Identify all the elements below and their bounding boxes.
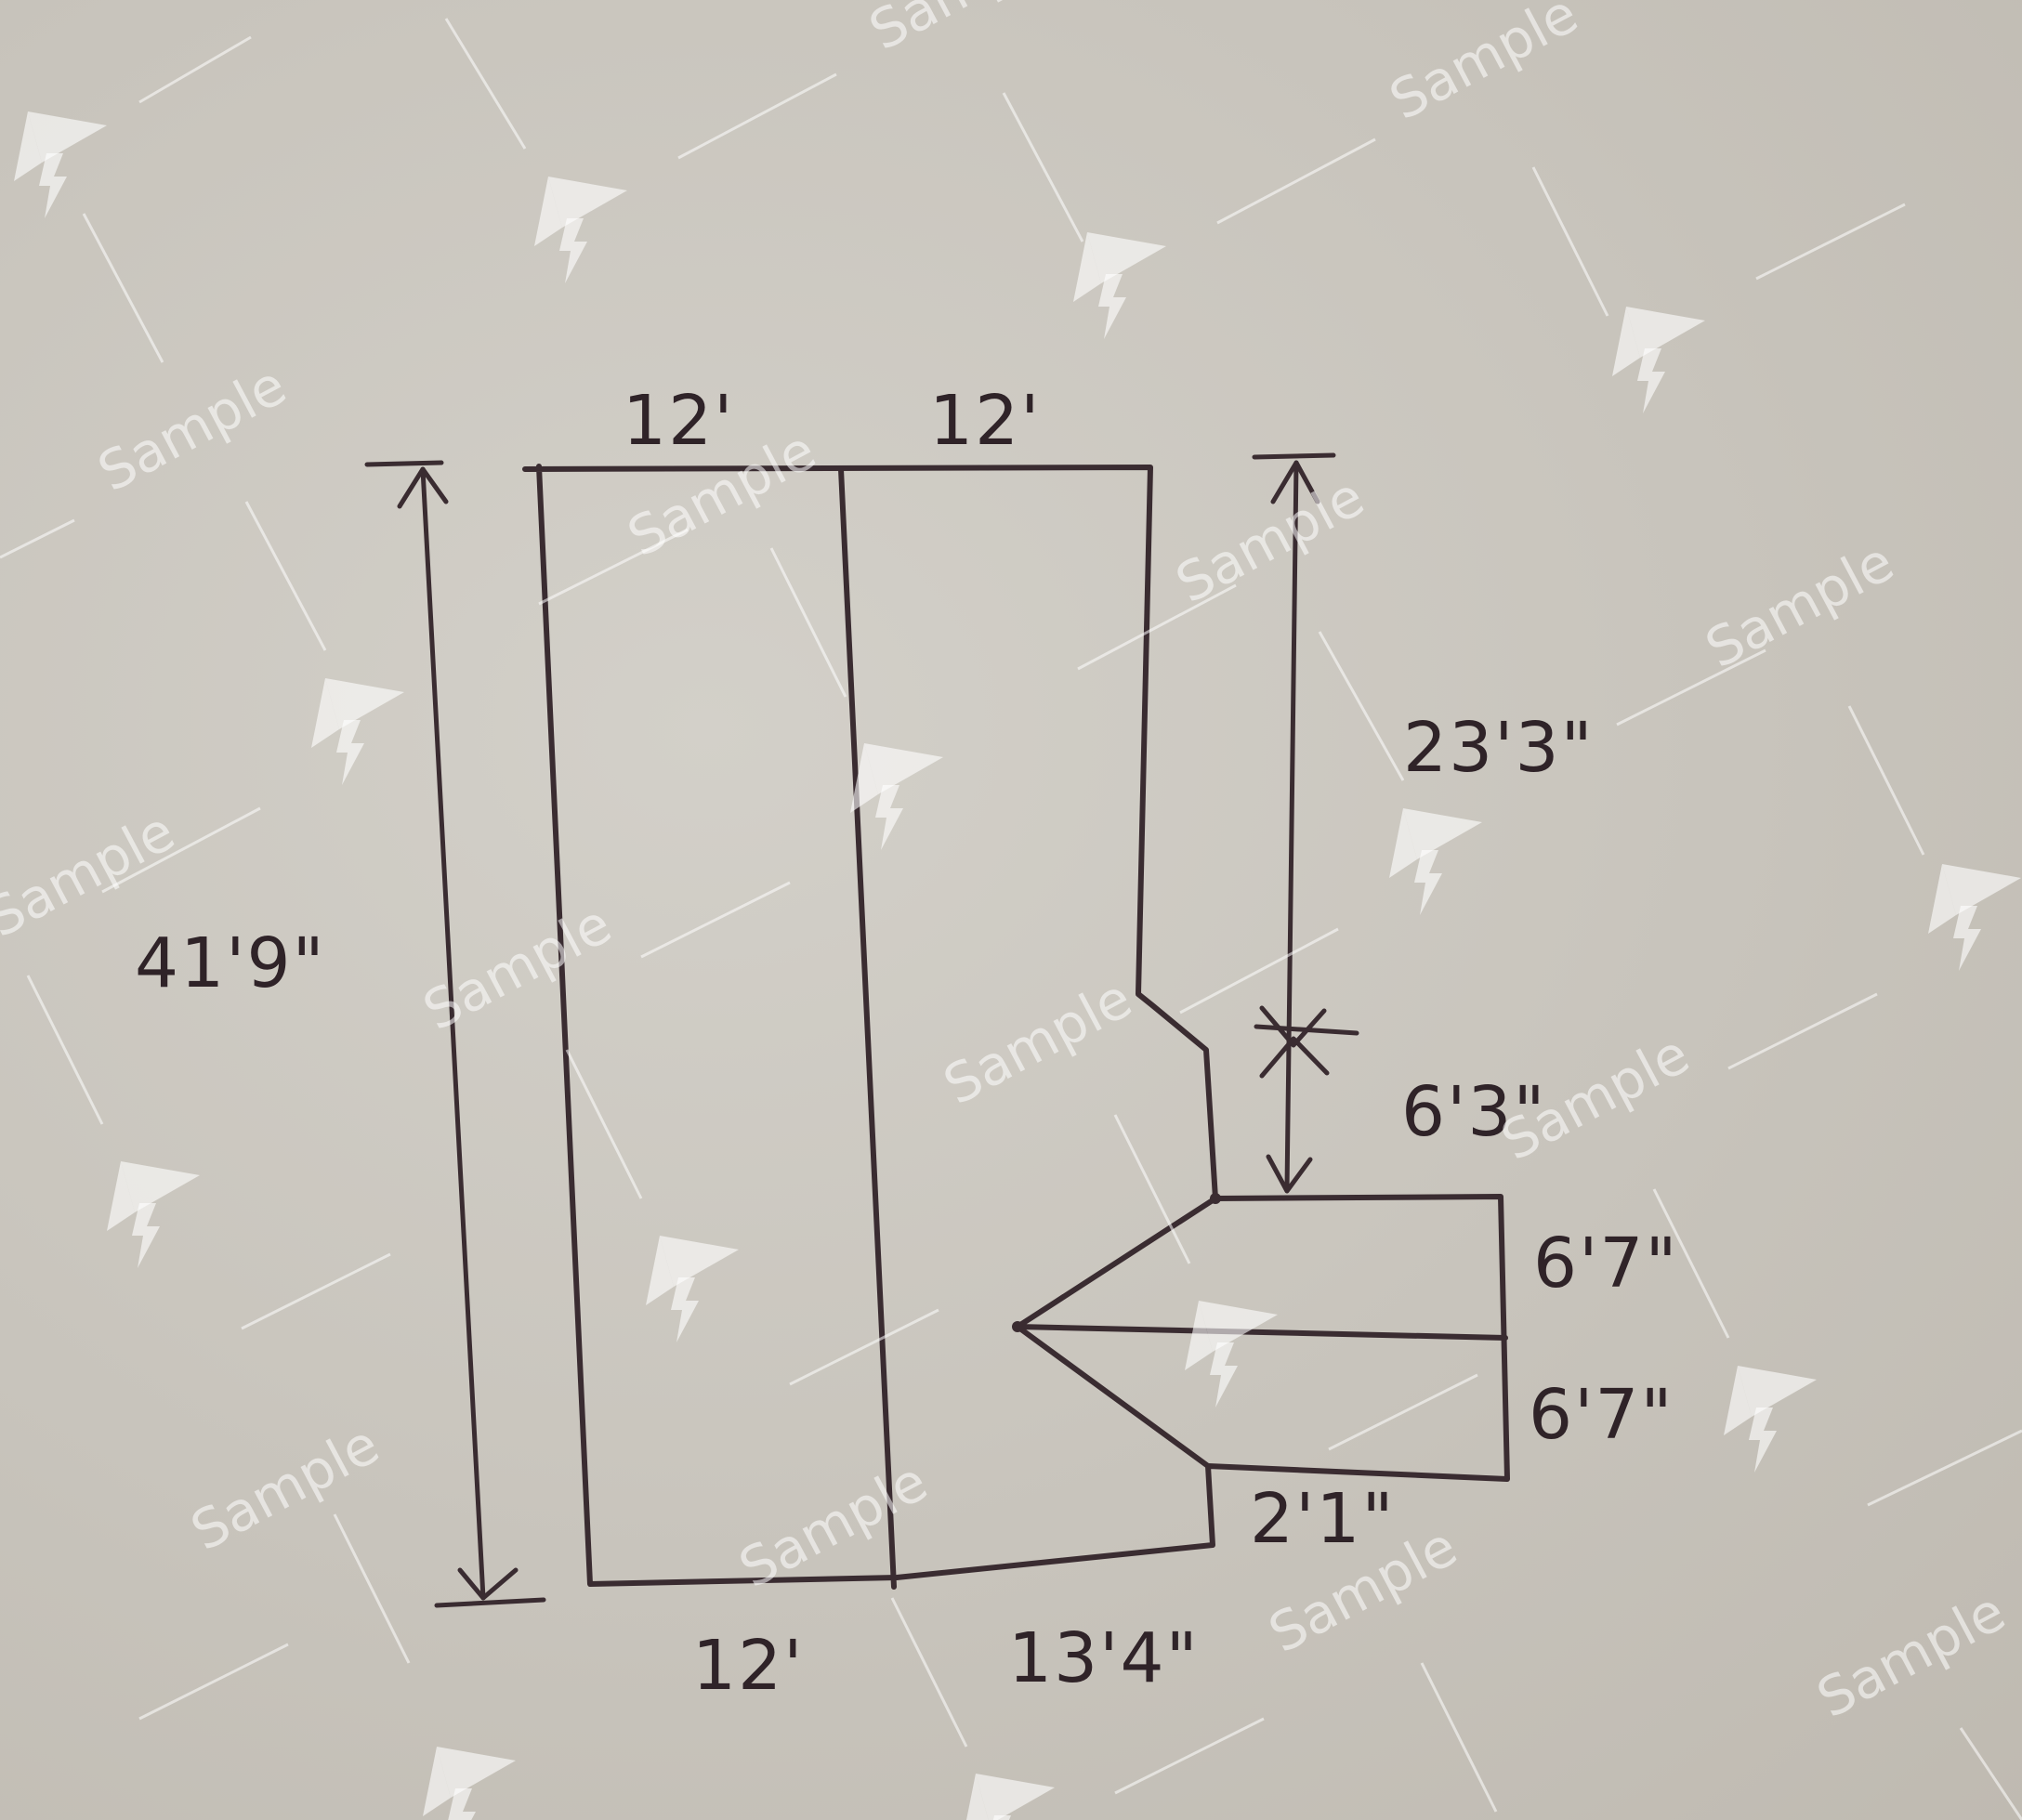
watermark-text: Sample xyxy=(934,966,1142,1117)
paper-plane-lightning-logo-icon xyxy=(1928,864,2021,971)
watermark-line xyxy=(1652,1188,1730,1339)
label-upper-step-height: 6'7" xyxy=(1533,1224,1679,1303)
label-top-left-width: 12' xyxy=(623,381,735,461)
watermark-line xyxy=(138,35,252,104)
right-height-dimension xyxy=(1252,452,1359,1194)
dim-divider-mark xyxy=(1254,1024,1359,1036)
watermark-line xyxy=(1113,1114,1191,1264)
middle-divider-line xyxy=(838,466,897,1590)
watermark-line xyxy=(82,213,164,363)
corner-dot xyxy=(1210,1193,1221,1204)
watermark-line xyxy=(789,1308,939,1386)
paper-plane-lightning-logo-icon xyxy=(14,111,107,218)
watermark-line xyxy=(1216,137,1376,225)
watermark-text: Sample xyxy=(1696,530,1904,680)
label-bottom-step-height: 2'1" xyxy=(1250,1479,1396,1559)
label-bottom-left-width: 12' xyxy=(692,1626,805,1706)
watermark-line xyxy=(1959,1727,2022,1820)
paper-plane-lightning-logo-icon xyxy=(534,177,627,283)
paper-plane-lightning-logo-icon xyxy=(1612,307,1705,413)
paper-plane-lightning-logo-icon xyxy=(1073,232,1166,339)
watermark-text: Sample xyxy=(181,1412,389,1563)
outer-boundary xyxy=(522,464,1510,1587)
arrow-head-up xyxy=(1270,460,1320,504)
watermark-line xyxy=(1867,1429,2022,1507)
watermark-line xyxy=(769,547,847,698)
arrow-head-down-upper xyxy=(1259,1005,1327,1048)
watermark-line xyxy=(101,806,261,894)
watermark-line xyxy=(1179,927,1339,1015)
watermark-line xyxy=(640,881,791,959)
total-height-dimension xyxy=(364,460,546,1608)
label-bottom-right-width: 13'4" xyxy=(1008,1618,1200,1698)
dim-line-vertical xyxy=(1284,460,1299,1192)
paper-plane-lightning-logo-icon xyxy=(1724,1366,1817,1473)
arrow-head-down xyxy=(1266,1154,1313,1194)
label-lower-step-height: 6'7" xyxy=(1529,1375,1674,1455)
watermark-text: Sample xyxy=(1380,0,1588,132)
paper-plane-lightning-logo-icon xyxy=(1185,1301,1278,1408)
watermark-line xyxy=(241,1252,391,1330)
watermark-line xyxy=(444,18,527,150)
watermark-line xyxy=(333,1513,411,1664)
watermark-text: Sample xyxy=(860,0,1068,62)
watermark-text: Sample xyxy=(88,353,296,504)
watermark-line xyxy=(1531,166,1609,317)
paper-plane-lightning-logo-icon xyxy=(966,1774,1055,1820)
watermark-line xyxy=(1616,648,1766,727)
paper-plane-lightning-logo-icon xyxy=(850,743,943,850)
watermark-text: Sample xyxy=(1807,1579,2015,1730)
arrow-head-up-lower xyxy=(1259,1036,1330,1079)
watermark-line xyxy=(1002,92,1084,242)
watermark-line xyxy=(138,1643,289,1721)
watermark-line xyxy=(538,528,689,606)
watermark-line xyxy=(1114,1717,1265,1795)
label-total-height: 41'9" xyxy=(135,923,326,1003)
watermark-line xyxy=(677,72,837,160)
watermark-line xyxy=(890,1597,968,1748)
floor-plan-outline xyxy=(522,464,1510,1590)
watermark-line xyxy=(1328,1373,1478,1451)
dimension-labels: 12' 12' 41'9" 23'3" 6'3" 6'7" 6'7" 2'1" … xyxy=(135,381,1679,1706)
label-notch-height: 6'3" xyxy=(1401,1072,1547,1152)
watermark-line xyxy=(1847,705,1925,856)
watermark-line xyxy=(565,1049,643,1199)
paper-plane-lightning-logo-icon xyxy=(423,1747,516,1820)
label-upper-right-height: 23'3" xyxy=(1403,708,1595,788)
watermark-line xyxy=(1755,203,1906,281)
arrow-head-up xyxy=(397,466,449,509)
paper-plane-lightning-logo-icon xyxy=(1389,808,1482,915)
watermark-line xyxy=(1318,631,1405,781)
dim-tick-top xyxy=(364,460,444,467)
paper-plane-lightning-logo-icon xyxy=(646,1236,739,1342)
watermark-text: Sample xyxy=(1166,465,1374,615)
watermark-line xyxy=(1727,992,1878,1070)
arrow-head-down xyxy=(457,1567,519,1601)
paper-plane-lightning-logo-icon xyxy=(311,678,404,785)
watermark-line xyxy=(244,501,327,651)
paper-plane-lightning-logo-icon xyxy=(107,1161,200,1268)
dim-tick-top xyxy=(1252,452,1336,460)
dim-tick-bottom xyxy=(434,1597,546,1608)
label-top-right-width: 12' xyxy=(929,381,1042,461)
lower-diagonal-step xyxy=(1015,1324,1211,1469)
watermark-line xyxy=(26,975,104,1125)
corner-dot xyxy=(1012,1321,1023,1332)
watermark-line xyxy=(0,518,75,559)
watermark-line xyxy=(1420,1662,1498,1813)
dim-line-vertical xyxy=(420,466,486,1601)
watermark-line xyxy=(1077,583,1237,671)
